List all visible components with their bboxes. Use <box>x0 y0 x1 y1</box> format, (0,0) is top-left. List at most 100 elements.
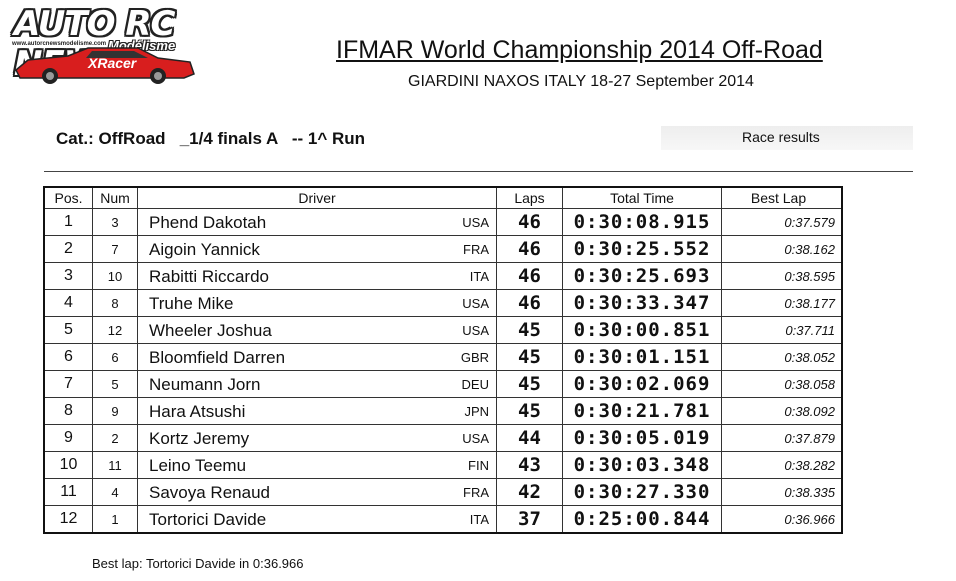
cell-laps: 45 <box>496 370 563 398</box>
driver-nation: DEU <box>461 377 489 392</box>
header-pos: Pos. <box>43 186 93 209</box>
category-label: Cat.: OffRoad _1/4 finals A -- 1^ Run <box>56 129 366 148</box>
cell-total-time: 0:30:01.151 <box>562 343 722 371</box>
driver-nation: ITA <box>469 512 489 527</box>
cell-num: 8 <box>92 289 138 317</box>
driver-name: Rabitti Riccardo <box>149 267 269 286</box>
table-row: 3 10 Rabitti Riccardo ITA 46 0:30:25.693 0:38.… <box>43 262 843 290</box>
driver-name: Savoya Renaud <box>149 483 270 502</box>
cell-laps: 45 <box>496 397 563 425</box>
cell-pos: 10 <box>43 451 93 479</box>
race-results-label: Race results <box>742 129 820 145</box>
cell-total-time: 0:30:21.781 <box>562 397 722 425</box>
cell-num: 5 <box>92 370 138 398</box>
header-num: Num <box>92 186 138 209</box>
cell-num: 4 <box>92 478 138 506</box>
driver-nation: FRA <box>463 485 489 500</box>
cell-pos: 2 <box>43 235 93 263</box>
cell-total-time: 0:30:25.693 <box>562 262 722 290</box>
cell-num: 10 <box>92 262 138 290</box>
cell-best-lap: 0:37.879 <box>721 424 843 452</box>
cell-driver: Leino Teemu FIN <box>137 451 497 479</box>
table-row: 2 7 Aigoin Yannick FRA 46 0:30:25.552 0:38.162 <box>43 235 843 263</box>
driver-nation: USA <box>462 296 489 311</box>
results-table: Pos. Num Driver Laps Total Time Best Lap… <box>43 186 843 534</box>
table-row: 10 11 Leino Teemu FIN 43 0:30:03.348 0:38.282 <box>43 451 843 479</box>
page-subtitle: GIARDINI NAXOS ITALY 18-27 September 201… <box>408 73 754 90</box>
driver-nation: USA <box>462 431 489 446</box>
driver-name: Wheeler Joshua <box>149 321 272 340</box>
cell-laps: 46 <box>496 289 563 317</box>
table-row: 11 4 Savoya Renaud FRA 42 0:30:27.330 0:38.335 <box>43 478 843 506</box>
cell-best-lap: 0:38.177 <box>721 289 843 317</box>
table-row: 7 5 Neumann Jorn DEU 45 0:30:02.069 0:38.058 <box>43 370 843 398</box>
table-row: 4 8 Truhe Mike USA 46 0:30:33.347 0:38.177 <box>43 289 843 317</box>
header-total-time: Total Time <box>562 186 722 209</box>
driver-nation: FRA <box>463 242 489 257</box>
table-row: 9 2 Kortz Jeremy USA 44 0:30:05.019 0:37.879 <box>43 424 843 452</box>
cell-pos: 7 <box>43 370 93 398</box>
cell-num: 3 <box>92 208 138 236</box>
header-laps: Laps <box>496 186 563 209</box>
cell-num: 2 <box>92 424 138 452</box>
cell-total-time: 0:25:00.844 <box>562 505 722 534</box>
cell-total-time: 0:30:25.552 <box>562 235 722 263</box>
cell-best-lap: 0:38.595 <box>721 262 843 290</box>
cell-pos: 6 <box>43 343 93 371</box>
table-row: 12 1 Tortorici Davide ITA 37 0:25:00.844 0:36.… <box>43 505 843 534</box>
cell-laps: 37 <box>496 505 563 534</box>
cell-pos: 1 <box>43 208 93 236</box>
logo-badge: XRacer <box>88 55 137 71</box>
cell-pos: 11 <box>43 478 93 506</box>
cell-total-time: 0:30:27.330 <box>562 478 722 506</box>
cell-pos: 12 <box>43 505 93 534</box>
driver-nation: USA <box>462 323 489 338</box>
cell-laps: 46 <box>496 208 563 236</box>
page-title: IFMAR World Championship 2014 Off-Road <box>336 36 823 64</box>
cell-total-time: 0:30:02.069 <box>562 370 722 398</box>
cell-best-lap: 0:38.282 <box>721 451 843 479</box>
cell-laps: 42 <box>496 478 563 506</box>
cell-best-lap: 0:36.966 <box>721 505 843 534</box>
divider <box>44 171 913 172</box>
driver-name: Neumann Jorn <box>149 375 261 394</box>
cell-total-time: 0:30:33.347 <box>562 289 722 317</box>
driver-nation: USA <box>462 215 489 230</box>
driver-name: Leino Teemu <box>149 456 247 475</box>
cell-pos: 3 <box>43 262 93 290</box>
table-row: 1 3 Phend Dakotah USA 46 0:30:08.915 0:37.579 <box>43 208 843 236</box>
cell-pos: 9 <box>43 424 93 452</box>
cell-total-time: 0:30:05.019 <box>562 424 722 452</box>
cell-num: 7 <box>92 235 138 263</box>
driver-nation: JPN <box>464 404 489 419</box>
cell-laps: 45 <box>496 316 563 344</box>
cell-best-lap: 0:38.052 <box>721 343 843 371</box>
cell-driver: Rabitti Riccardo ITA <box>137 262 497 290</box>
race-car-icon <box>15 47 195 84</box>
cell-laps: 45 <box>496 343 563 371</box>
cell-num: 12 <box>92 316 138 344</box>
cell-laps: 46 <box>496 235 563 263</box>
cell-pos: 8 <box>43 397 93 425</box>
cell-driver: Savoya Renaud FRA <box>137 478 497 506</box>
cell-total-time: 0:30:00.851 <box>562 316 722 344</box>
cell-driver: Kortz Jeremy USA <box>137 424 497 452</box>
driver-name: Phend Dakotah <box>149 213 267 232</box>
table-row: 8 9 Hara Atsushi JPN 45 0:30:21.781 0:38.092 <box>43 397 843 425</box>
driver-name: Hara Atsushi <box>149 402 246 421</box>
cell-laps: 43 <box>496 451 563 479</box>
cell-num: 6 <box>92 343 138 371</box>
cell-best-lap: 0:38.092 <box>721 397 843 425</box>
cell-driver: Tortorici Davide ITA <box>137 505 497 534</box>
header-driver: Driver <box>137 186 497 209</box>
cell-driver: Bloomfield Darren GBR <box>137 343 497 371</box>
cell-best-lap: 0:37.711 <box>721 316 843 344</box>
driver-nation: FIN <box>468 458 489 473</box>
cell-total-time: 0:30:03.348 <box>562 451 722 479</box>
cell-pos: 4 <box>43 289 93 317</box>
cell-best-lap: 0:37.579 <box>721 208 843 236</box>
driver-name: Truhe Mike <box>149 294 234 313</box>
logo-url: www.autorcnewsmodelisme.com <box>12 41 107 47</box>
best-lap-summary: Best lap: Tortorici Davide in 0:36.966 <box>92 556 304 571</box>
table-row: 6 6 Bloomfield Darren GBR 45 0:30:01.151 0:38.… <box>43 343 843 371</box>
